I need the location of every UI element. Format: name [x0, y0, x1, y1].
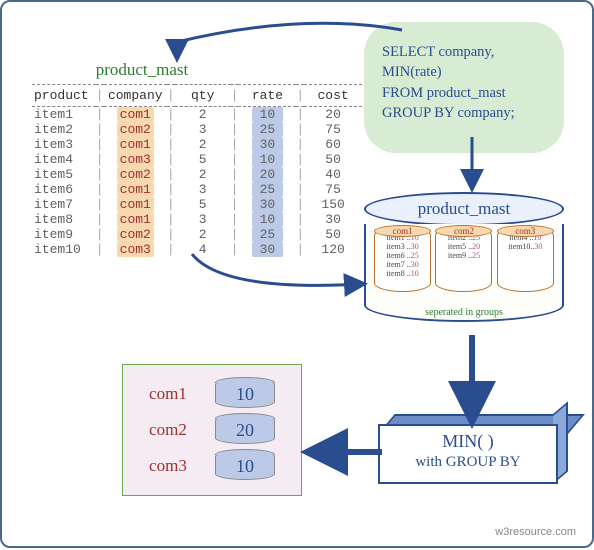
- result-box: com1 10 com2 20 com3 10: [122, 364, 302, 496]
- company-cell: com3: [117, 152, 154, 167]
- rate-cell: 25: [252, 122, 284, 137]
- group-label: com3: [497, 225, 554, 237]
- min-box: MIN( ) with GROUP BY: [378, 424, 558, 484]
- result-value-cyl: 10: [215, 451, 275, 481]
- table-row: item10|com3|4|30|120: [32, 242, 362, 257]
- rate-cell: 30: [252, 197, 284, 212]
- table-row: item1|com1|2|10|20: [32, 107, 362, 123]
- table-row: item6|com1|3|25|75: [32, 182, 362, 197]
- company-cell: com1: [117, 197, 154, 212]
- cyl-title: product_mast: [366, 199, 562, 219]
- result-label: com1: [149, 384, 187, 404]
- company-cell: com1: [117, 137, 154, 152]
- company-cell: com1: [117, 182, 154, 197]
- col-cost: cost: [304, 85, 362, 107]
- rate-cell: 25: [252, 182, 284, 197]
- groups-caption: seperated in groups: [366, 307, 562, 318]
- result-row: com3 10: [135, 451, 289, 481]
- col-product: product: [32, 85, 96, 107]
- footer-credit: w3resource.com: [495, 526, 576, 538]
- result-label: com2: [149, 420, 187, 440]
- group-com3: com3item4 ..10item10..30: [497, 230, 554, 292]
- table-row: item4|com3|5|10|50: [32, 152, 362, 167]
- table-row: item9|com2|2|25|50: [32, 227, 362, 242]
- sql-line: GROUP BY company;: [382, 103, 550, 123]
- col-qty: qty: [175, 85, 231, 107]
- cylinder-body: com1item1 ..10item3 ..30item6 ..25item7 …: [364, 224, 564, 322]
- sql-line: SELECT company,: [382, 42, 550, 62]
- company-cell: com2: [117, 167, 154, 182]
- product-table: product|company|qty|rate|cost item1|com1…: [32, 84, 362, 257]
- rate-cell: 10: [252, 152, 284, 167]
- company-cell: com2: [117, 122, 154, 137]
- company-cell: com3: [117, 242, 154, 257]
- rate-cell: 30: [252, 137, 284, 152]
- sql-line: MIN(rate): [382, 62, 550, 82]
- table-row: item2|com2|3|25|75: [32, 122, 362, 137]
- group-com2: com2item2 ..25item5 ..20item9 ..25: [435, 230, 492, 292]
- table-row: item5|com2|2|20|40: [32, 167, 362, 182]
- rate-cell: 10: [252, 107, 284, 122]
- table-row: item3|com1|2|30|60: [32, 137, 362, 152]
- col-company: company: [104, 85, 167, 107]
- group-label: com1: [374, 225, 431, 237]
- result-value-cyl: 20: [215, 415, 275, 445]
- result-value-cyl: 10: [215, 379, 275, 409]
- rate-cell: 25: [252, 227, 284, 242]
- company-cell: com2: [117, 227, 154, 242]
- company-cell: com1: [117, 212, 154, 227]
- rate-cell: 10: [252, 212, 284, 227]
- rate-cell: 20: [252, 167, 284, 182]
- rate-cell: 30: [252, 242, 284, 257]
- min-line2: with GROUP BY: [380, 453, 556, 473]
- col-rate: rate: [238, 85, 296, 107]
- table-title: product_mast: [32, 60, 362, 80]
- group-com1: com1item1 ..10item3 ..30item6 ..25item7 …: [374, 230, 431, 292]
- source-table: product_mast product|company|qty|rate|co…: [32, 60, 362, 257]
- company-cell: com1: [117, 107, 154, 122]
- result-row: com2 20: [135, 415, 289, 445]
- sql-box: SELECT company, MIN(rate) FROM product_m…: [364, 22, 564, 153]
- grouped-cylinder: product_mast com1item1 ..10item3 ..30ite…: [364, 192, 564, 332]
- cylinder-top: product_mast: [364, 192, 564, 226]
- sql-line: FROM product_mast: [382, 83, 550, 103]
- result-label: com3: [149, 456, 187, 476]
- result-row: com1 10: [135, 379, 289, 409]
- table-row: item7|com1|5|30|150: [32, 197, 362, 212]
- table-row: item8|com1|3|10|30: [32, 212, 362, 227]
- diagram-container: SELECT company, MIN(rate) FROM product_m…: [2, 2, 592, 546]
- min-line1: MIN( ): [380, 430, 556, 453]
